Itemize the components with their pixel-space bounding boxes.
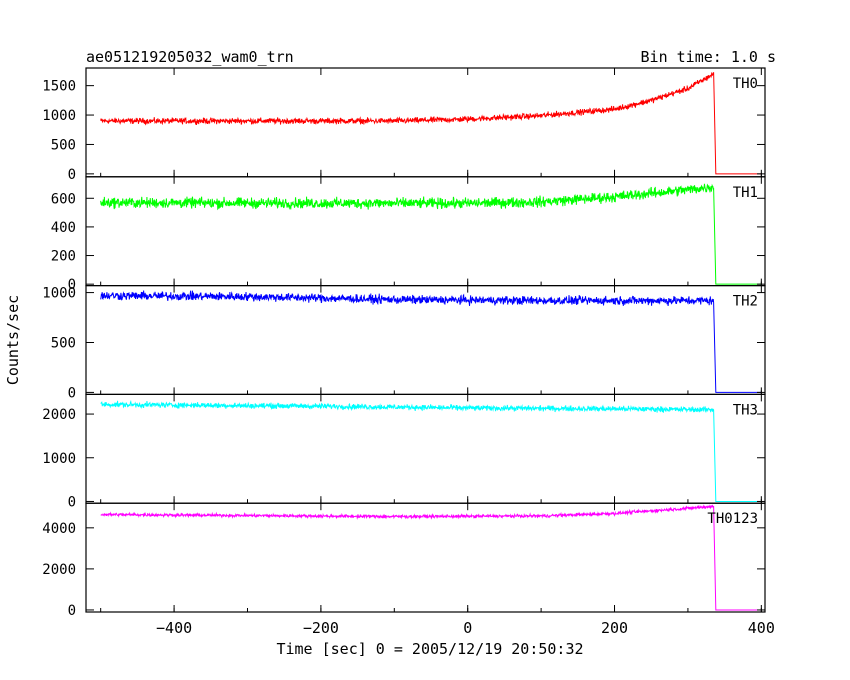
chart-title: ae051219205032_wam0_trn [86, 48, 294, 66]
y-axis-label: Counts/sec [4, 295, 22, 385]
x-tick-label: −400 [156, 619, 192, 637]
series-line-th1 [100, 183, 762, 285]
y-tick-label: 500 [51, 137, 76, 153]
series-line-th3 [100, 399, 762, 502]
panel-th1: 0 200 400 600 TH1 [51, 176, 766, 293]
series-line-th0123 [100, 504, 762, 611]
y-tick-label: 4000 [42, 521, 76, 537]
x-tick-label: 400 [748, 619, 775, 637]
y-tick-label: 0 [68, 494, 76, 510]
series-line-th0 [100, 72, 762, 175]
panel-th3: 0 1000 2000 TH3 [42, 393, 766, 510]
y-tick-label: 1000 [42, 108, 76, 124]
x-tick-label: 200 [601, 619, 628, 637]
x-axis-label: Time [sec] 0 = 2005/12/19 20:50:32 [276, 640, 583, 658]
series-line-th2 [100, 290, 762, 393]
bin-time-label: Bin time: 1.0 s [641, 48, 776, 66]
panel-label: TH2 [733, 294, 758, 310]
panel-th0: 0 500 1000 1500 TH0 [42, 67, 766, 183]
panel-th0123: 0 2000 4000 TH0123 [42, 502, 766, 619]
y-tick-label: 0 [68, 603, 76, 619]
y-tick-label: 0 [68, 167, 76, 183]
x-tick-label: 0 [463, 619, 472, 637]
y-tick-label: 1000 [42, 451, 76, 467]
panel-label: TH1 [733, 185, 758, 201]
panel-label: TH3 [733, 402, 758, 418]
y-tick-label: 2000 [42, 407, 76, 423]
y-tick-label: 200 [51, 249, 76, 265]
y-tick-label: 1500 [42, 79, 76, 95]
y-tick-label: 500 [51, 335, 76, 351]
y-tick-label: 600 [51, 191, 76, 207]
panel-label: TH0123 [707, 511, 758, 527]
y-tick-label: 1000 [42, 286, 76, 302]
panel-th2: 0 500 1000 TH2 [42, 285, 766, 401]
panel-frame [85, 502, 766, 613]
y-tick-label: 2000 [42, 562, 76, 578]
y-tick-label: 400 [51, 220, 76, 236]
x-tick-label: −200 [303, 619, 339, 637]
y-tick-label: 0 [68, 385, 76, 401]
panel-label: TH0 [733, 76, 758, 92]
y-tick-label: 0 [68, 277, 76, 293]
